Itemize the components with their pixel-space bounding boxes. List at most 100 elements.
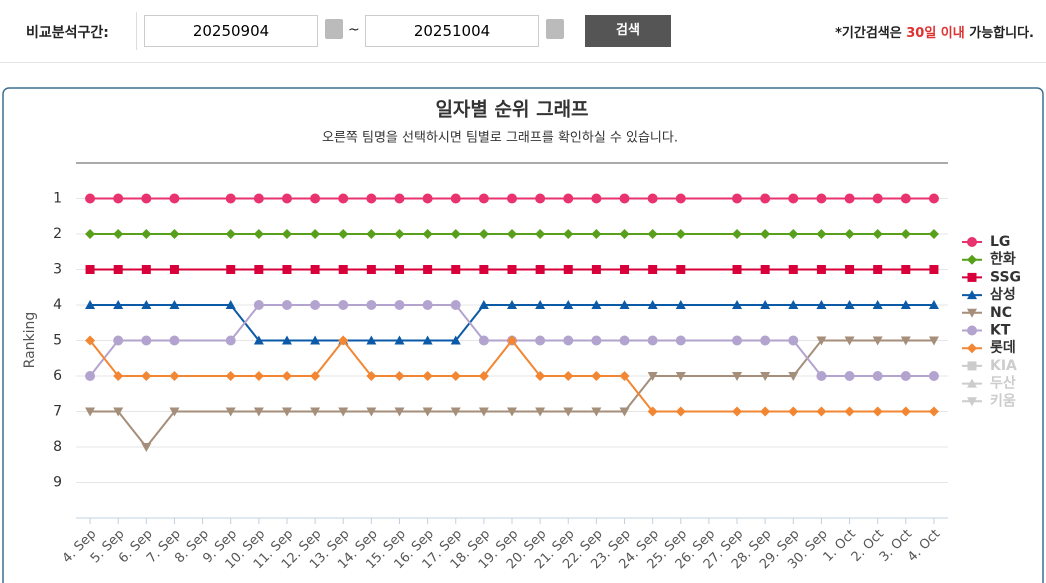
- legend-item[interactable]: 삼성: [962, 287, 1016, 303]
- point: [788, 300, 799, 309]
- point: [844, 371, 855, 381]
- point: [113, 193, 124, 204]
- point: [113, 229, 124, 239]
- point: [366, 335, 377, 345]
- point: [113, 371, 124, 381]
- point: [816, 265, 826, 274]
- point: [619, 335, 630, 346]
- point: [591, 265, 601, 274]
- point: [281, 229, 292, 239]
- legend-item[interactable]: SSG: [962, 269, 1021, 285]
- x-tick-label: 4. Oct: [905, 527, 943, 565]
- point: [732, 193, 743, 204]
- point: [760, 335, 771, 346]
- point: [253, 193, 264, 204]
- point: [675, 335, 686, 346]
- point: [675, 229, 686, 239]
- point: [394, 407, 405, 417]
- point: [535, 371, 546, 381]
- point: [591, 371, 602, 381]
- legend-label: KIA: [990, 358, 1017, 374]
- point: [85, 265, 95, 274]
- point: [563, 193, 574, 204]
- legend-item[interactable]: 두산: [962, 375, 1016, 392]
- point: [732, 300, 743, 309]
- point: [479, 265, 489, 274]
- point: [619, 300, 630, 309]
- point: [967, 343, 977, 354]
- point: [422, 407, 433, 417]
- series-line: [90, 304, 934, 342]
- chart-title: 일자별 순위 그래프: [435, 99, 588, 121]
- point: [85, 335, 96, 346]
- point: [507, 193, 517, 204]
- point: [845, 265, 855, 274]
- point: [253, 407, 264, 417]
- point: [967, 397, 977, 407]
- legend-label: 롯데: [990, 340, 1016, 356]
- point: [225, 193, 236, 204]
- y-tick-label: 3: [53, 262, 62, 278]
- point: [647, 372, 658, 381]
- point: [900, 336, 911, 346]
- point: [141, 265, 151, 274]
- legend-item[interactable]: 롯데: [962, 340, 1016, 356]
- point: [141, 335, 152, 346]
- point: [929, 265, 939, 274]
- point: [281, 335, 292, 345]
- point: [788, 229, 799, 239]
- point: [310, 229, 321, 239]
- legend-item[interactable]: KIA: [962, 358, 1017, 374]
- end-date-input[interactable]: 20251004: [365, 15, 539, 47]
- point: [281, 193, 292, 204]
- point: [563, 335, 574, 346]
- point: [169, 335, 180, 346]
- point: [225, 300, 236, 309]
- point: [760, 300, 771, 309]
- point: [928, 300, 939, 309]
- point: [844, 300, 855, 309]
- point: [591, 407, 602, 417]
- point: [113, 265, 123, 274]
- legend-item[interactable]: 키움: [962, 393, 1016, 409]
- point: [169, 300, 180, 309]
- point: [394, 265, 404, 274]
- y-tick-label: 7: [53, 404, 62, 420]
- start-date-input[interactable]: 20250904: [144, 15, 318, 47]
- point: [338, 265, 348, 274]
- point: [760, 372, 771, 381]
- calendar-icon[interactable]: [546, 19, 564, 39]
- calendar-icon[interactable]: [325, 19, 343, 39]
- point: [967, 325, 977, 336]
- point: [967, 361, 977, 371]
- point: [967, 254, 977, 265]
- point: [169, 407, 180, 417]
- point: [310, 265, 320, 274]
- point: [366, 193, 377, 204]
- legend-item[interactable]: KT: [962, 323, 1011, 339]
- point: [563, 229, 574, 239]
- point: [844, 406, 855, 417]
- legend-label: LG: [990, 234, 1010, 250]
- point: [281, 371, 292, 381]
- note-text: *기간검색은: [835, 26, 907, 41]
- legend-item[interactable]: NC: [962, 305, 1012, 321]
- point: [788, 335, 799, 346]
- point: [225, 407, 236, 417]
- search-button[interactable]: 검색: [585, 15, 671, 47]
- point: [760, 265, 770, 274]
- point: [732, 372, 743, 381]
- point: [450, 335, 461, 345]
- point: [310, 335, 321, 345]
- point: [169, 193, 180, 204]
- point: [535, 300, 546, 309]
- point: [281, 300, 292, 310]
- point: [844, 336, 855, 346]
- point: [872, 371, 883, 381]
- point: [900, 406, 911, 417]
- point: [619, 229, 630, 239]
- point: [619, 371, 630, 381]
- legend-item[interactable]: 한화: [962, 252, 1016, 268]
- legend-item[interactable]: LG: [962, 234, 1010, 250]
- point: [169, 371, 180, 381]
